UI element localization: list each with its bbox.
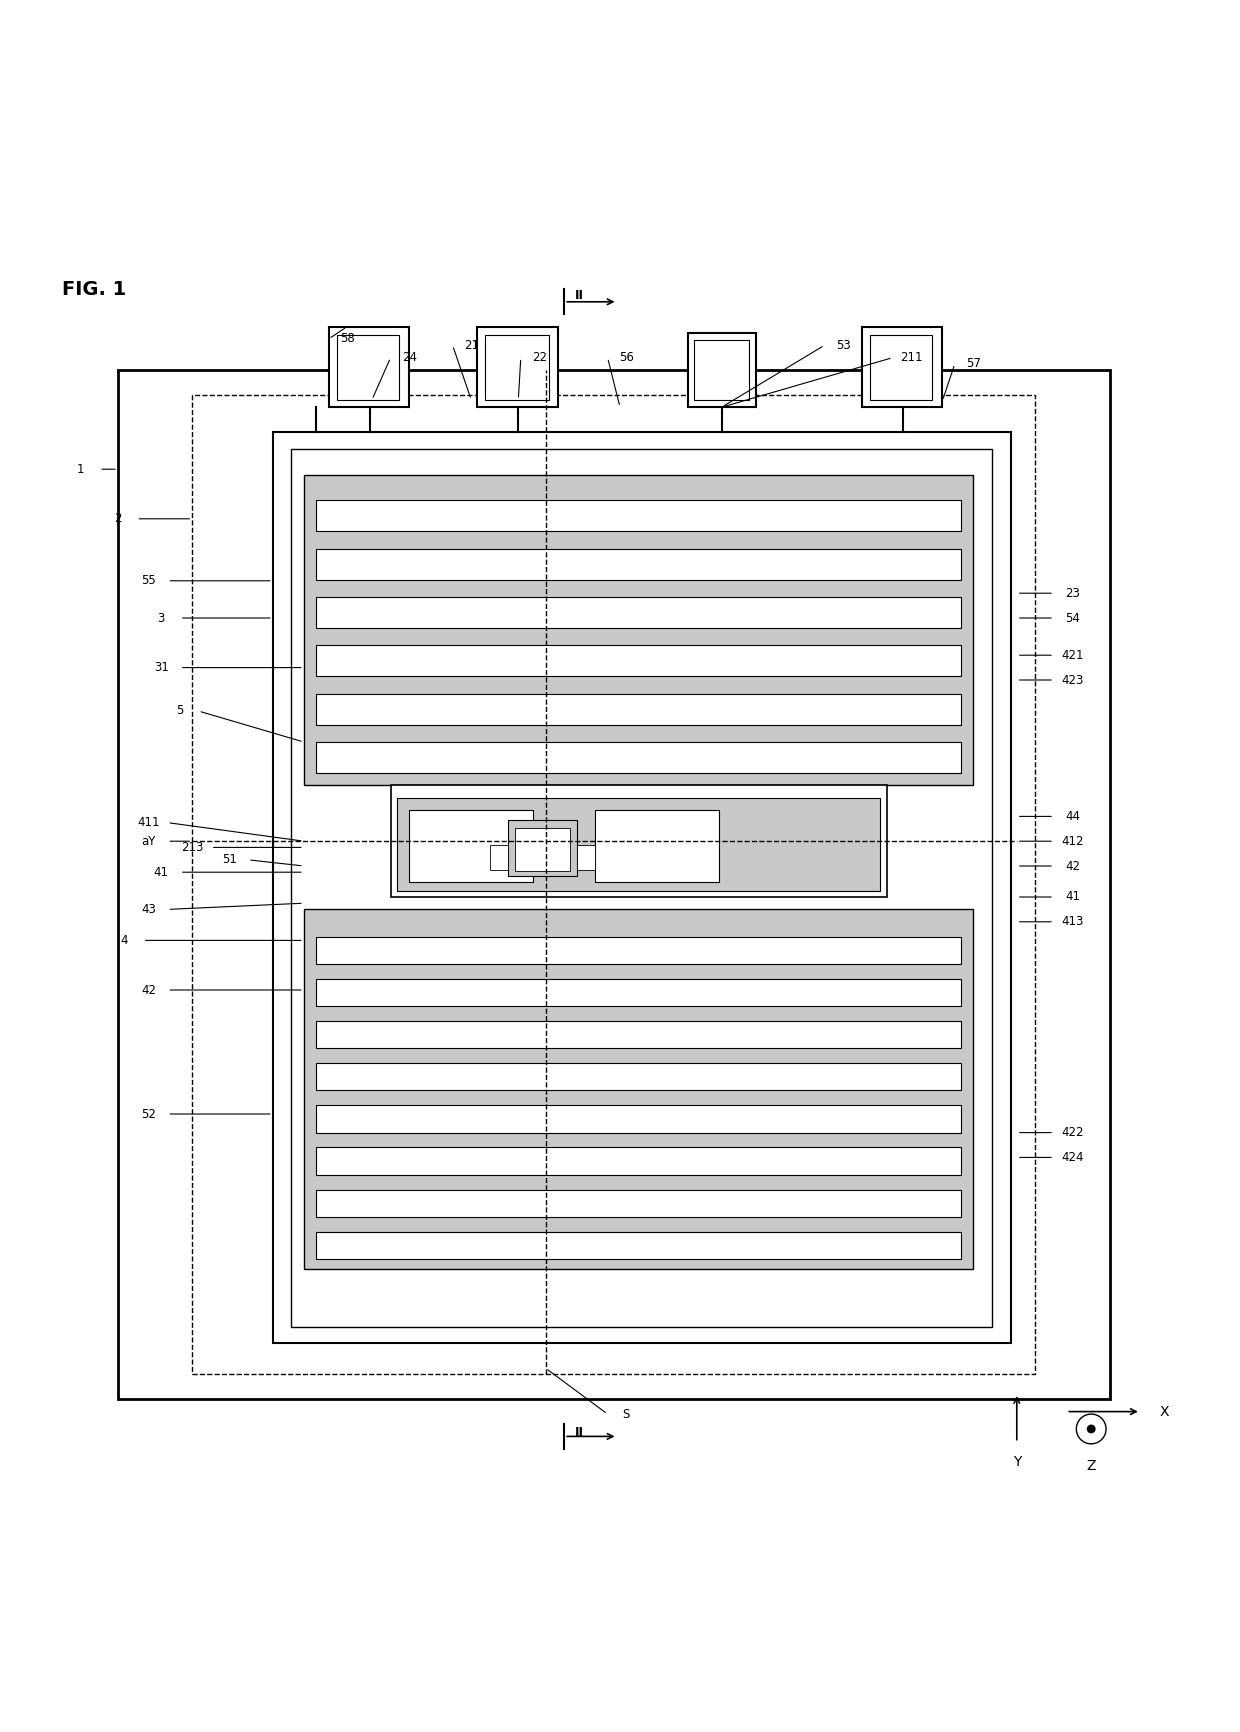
- Bar: [870, 336, 932, 400]
- Text: 423: 423: [1061, 674, 1084, 686]
- Text: 2: 2: [114, 513, 122, 525]
- Text: II: II: [574, 289, 584, 301]
- Text: 422: 422: [1061, 1126, 1084, 1140]
- Bar: [316, 979, 961, 1006]
- Text: 31: 31: [154, 662, 169, 674]
- Bar: [694, 339, 749, 400]
- Bar: [304, 909, 973, 1270]
- Text: 51: 51: [222, 854, 237, 866]
- Text: 23: 23: [1065, 587, 1080, 599]
- Text: 5: 5: [176, 705, 184, 717]
- Bar: [862, 327, 942, 407]
- Text: 22: 22: [532, 352, 547, 364]
- Text: Z: Z: [1086, 1458, 1096, 1472]
- Bar: [508, 821, 577, 876]
- Bar: [490, 845, 508, 869]
- Bar: [316, 1063, 961, 1091]
- Bar: [316, 1148, 961, 1174]
- Bar: [397, 798, 880, 890]
- Bar: [316, 693, 961, 724]
- Text: FIG. 1: FIG. 1: [62, 281, 126, 300]
- Text: 52: 52: [141, 1107, 156, 1121]
- Bar: [316, 598, 961, 629]
- Bar: [409, 811, 533, 882]
- Bar: [595, 811, 719, 882]
- Bar: [291, 449, 992, 1327]
- Bar: [316, 741, 961, 772]
- Bar: [316, 549, 961, 580]
- Bar: [688, 333, 756, 407]
- Bar: [316, 1190, 961, 1218]
- Text: 413: 413: [1061, 914, 1084, 928]
- Text: 1: 1: [77, 462, 84, 476]
- Bar: [316, 1105, 961, 1133]
- Text: 56: 56: [619, 352, 634, 364]
- Circle shape: [1087, 1425, 1095, 1432]
- Text: S: S: [622, 1408, 630, 1420]
- Bar: [329, 327, 409, 407]
- Text: 53: 53: [836, 339, 851, 352]
- Text: aY: aY: [141, 835, 156, 847]
- Text: II: II: [574, 1425, 584, 1439]
- Text: 58: 58: [340, 333, 355, 345]
- Text: 43: 43: [141, 902, 156, 916]
- Text: 211: 211: [900, 352, 923, 364]
- Text: 411: 411: [138, 816, 160, 830]
- Bar: [192, 395, 1035, 1375]
- Text: 4: 4: [120, 934, 128, 947]
- Bar: [316, 1020, 961, 1048]
- Bar: [118, 371, 1110, 1399]
- Text: 41: 41: [154, 866, 169, 878]
- Text: 412: 412: [1061, 835, 1084, 847]
- Text: 57: 57: [966, 357, 981, 371]
- Bar: [304, 475, 973, 785]
- Bar: [316, 1231, 961, 1259]
- Bar: [316, 646, 961, 675]
- Bar: [477, 327, 558, 407]
- Bar: [316, 937, 961, 965]
- Bar: [316, 501, 961, 532]
- Text: 42: 42: [1065, 859, 1080, 873]
- Text: 44: 44: [1065, 811, 1080, 823]
- Bar: [337, 336, 399, 400]
- Text: 55: 55: [141, 575, 156, 587]
- Text: 54: 54: [1065, 611, 1080, 625]
- Bar: [577, 845, 595, 869]
- Text: 41: 41: [1065, 890, 1080, 904]
- Text: 213: 213: [181, 842, 203, 854]
- Text: Y: Y: [1013, 1455, 1021, 1469]
- Text: 424: 424: [1061, 1150, 1084, 1164]
- Bar: [515, 828, 570, 871]
- Text: 421: 421: [1061, 650, 1084, 662]
- Text: 21: 21: [464, 339, 479, 352]
- Bar: [485, 336, 549, 400]
- Text: 42: 42: [141, 984, 156, 996]
- Bar: [391, 785, 887, 897]
- Text: X: X: [1159, 1405, 1169, 1419]
- Text: 3: 3: [157, 611, 165, 625]
- Text: 24: 24: [402, 352, 417, 364]
- Bar: [273, 431, 1011, 1344]
